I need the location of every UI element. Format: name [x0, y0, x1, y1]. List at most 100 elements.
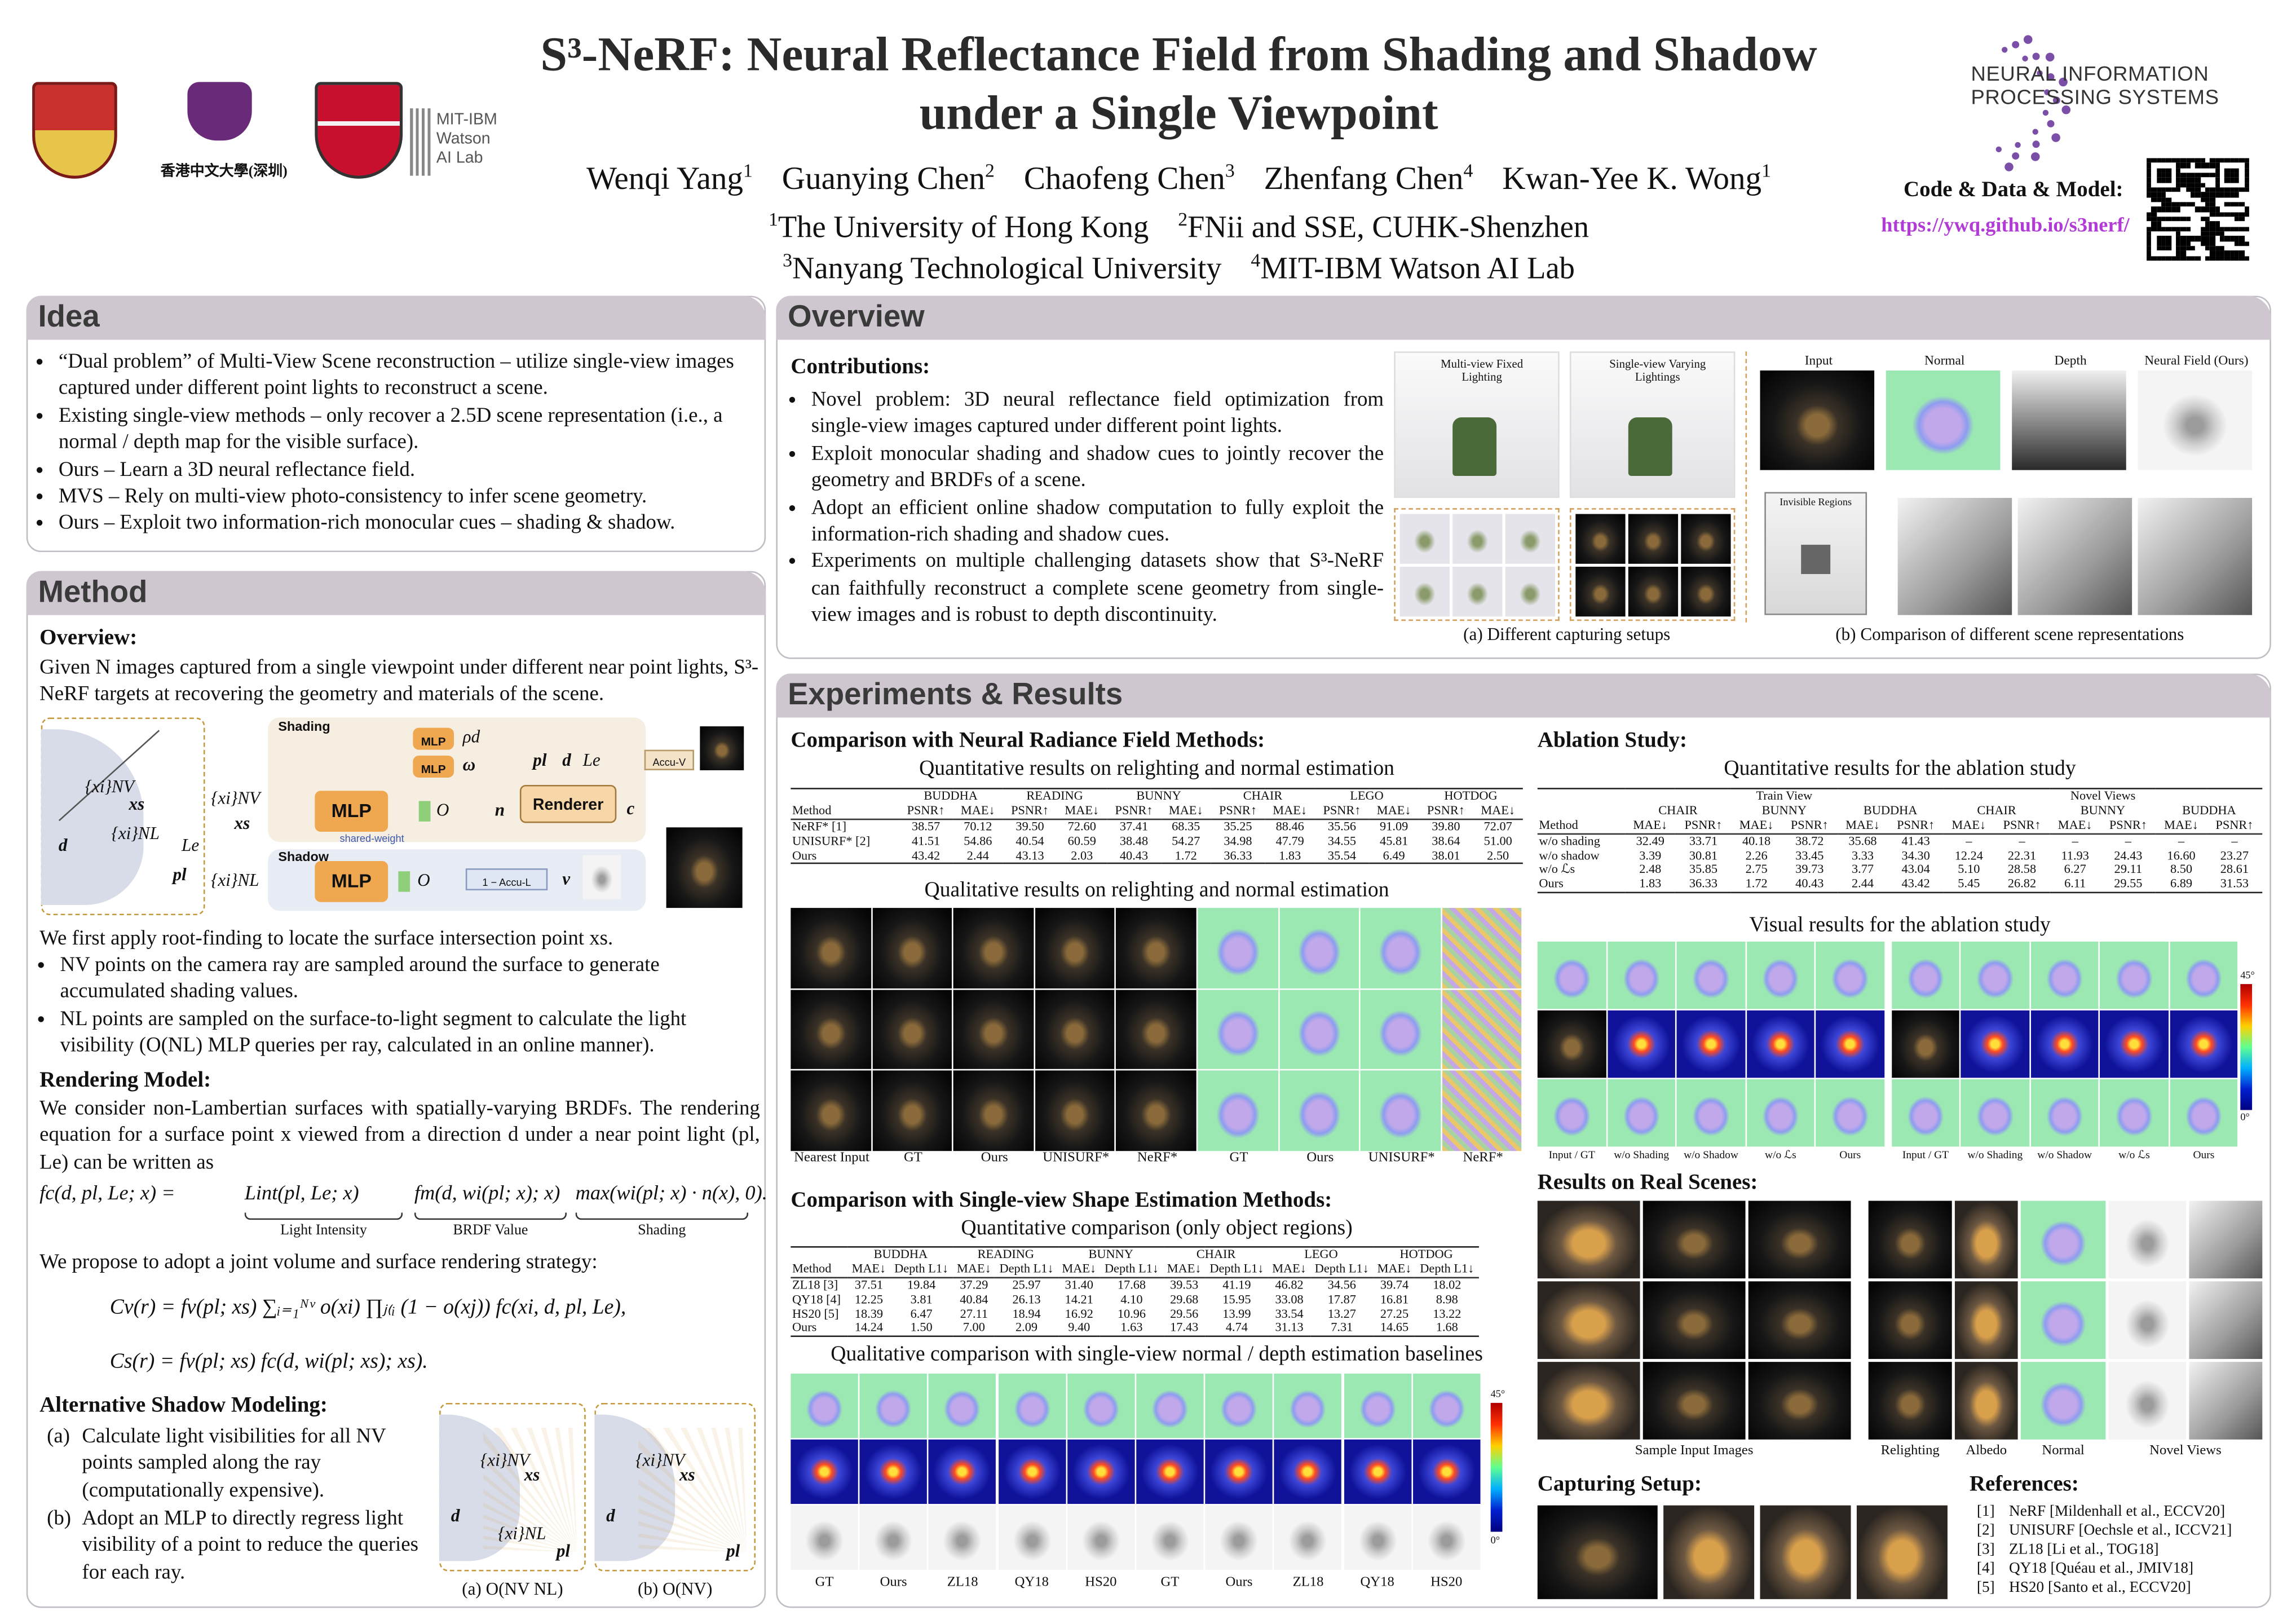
table-cell: 45.81 [1380, 832, 1408, 848]
table-cell: 11.93 [2061, 847, 2089, 862]
image [1537, 1362, 1640, 1440]
qr-module [2175, 163, 2181, 168]
qr-module [2147, 173, 2152, 178]
table-cell: 39.73 [1795, 861, 1824, 876]
qr-module [2215, 192, 2220, 197]
table-cell: 29.56 [1170, 1305, 1199, 1321]
qr-module [2224, 158, 2230, 164]
qr-module [2161, 187, 2166, 193]
bullet-item: NL points are sampled on the surface-to-… [60, 1006, 757, 1060]
reference-tag: [4] [1976, 1561, 1995, 1577]
paragraph: We consider non-Lambertian surfaces with… [39, 1097, 760, 1175]
image [2020, 1281, 2106, 1359]
table-cell: 2.48 [1639, 861, 1662, 876]
image [1343, 1439, 1411, 1504]
qr-module [2210, 241, 2215, 246]
subheading: Ablation Study: [1537, 729, 1687, 753]
image-label: w/o Shading [1614, 1148, 1670, 1162]
qr-module [2175, 173, 2181, 178]
qr-module [2185, 226, 2191, 232]
table-wrap: Train View Novel Views CHAIR BUNNY BUDDHA CHA… [1537, 788, 2263, 894]
table-cell: 38.48 [1119, 832, 1149, 848]
image [2020, 1362, 2106, 1440]
qr-module [2156, 192, 2162, 197]
table-cell: 19.84 [907, 1276, 936, 1291]
table-cell: MAE↓ [1057, 802, 1107, 820]
image [1642, 1281, 1746, 1359]
panel-header [776, 673, 2271, 718]
image [1607, 941, 1675, 1009]
qr-module [2156, 217, 2162, 222]
qr-module [2205, 255, 2210, 261]
table-cell: 41.43 [1901, 832, 1930, 848]
qr-module [2185, 255, 2191, 261]
qr-module [2190, 187, 2196, 193]
image [1442, 908, 1522, 988]
table-row: Method MAE↓ PSNR↑ MAE↓ PSNR↑ MAE↓ PSNR↑ MAE↓ PSN… [1537, 817, 2263, 835]
qr-module [2195, 192, 2201, 197]
table-cell [1537, 788, 1625, 804]
qr-module [2210, 187, 2215, 193]
image [1760, 370, 1875, 470]
table-cell: 29.11 [2114, 861, 2143, 876]
table-row: ZL18 [3] 37.51 19.84 37.29 25.97 31.40 17.68 39… [791, 1277, 1479, 1292]
qr-module [2151, 187, 2157, 193]
subheading: References: [1969, 1473, 2079, 1497]
table-wrap: BUDDHA READING BUNNY CHAIR LEGO HOTDOG Method P… [791, 788, 1523, 865]
image [1399, 567, 1450, 617]
qr-module [2180, 226, 2186, 232]
image [1452, 567, 1503, 617]
image-label: Albedo [1966, 1444, 2007, 1459]
affiliation-number: 1 [768, 208, 778, 230]
image [1676, 941, 1745, 1009]
table-cell: 33.08 [1275, 1291, 1304, 1306]
image-label: UNISURF* [1368, 1151, 1435, 1166]
table-cell: ZL18 [3] [792, 1276, 838, 1291]
figure-caption: (a) O(NV NL) [462, 1578, 563, 1599]
qr-module [2161, 192, 2166, 197]
qr-module [2244, 241, 2249, 246]
neurips-dot [2061, 106, 2070, 115]
table-cell: 34.55 [1327, 832, 1357, 848]
table-cell: 2.09 [995, 1320, 1059, 1338]
qr-module [2210, 250, 2215, 256]
image-label: HS20 [1085, 1576, 1117, 1591]
qr-module [2244, 255, 2249, 261]
diagram-label: c [626, 798, 635, 819]
image-label: Ours [1839, 1148, 1861, 1162]
table-row: Method MAE↓ Depth L1↓ MAE↓ Depth L1↓ MAE↓ Dept… [791, 1261, 1479, 1278]
image [1205, 1439, 1273, 1504]
reference-tag: [5] [1976, 1580, 1995, 1596]
image [1361, 908, 1441, 988]
qr-module [2205, 241, 2210, 246]
diagram-label: xs [524, 1464, 540, 1485]
qr-module [2215, 221, 2220, 227]
table-row: NeRF* [1] 38.57 70.12 39.50 72.60 37.41 68.35 3… [791, 818, 1522, 834]
image [872, 989, 952, 1069]
qr-module [2180, 246, 2186, 251]
image [1343, 1373, 1411, 1438]
table-cell: 1.50 [889, 1320, 953, 1338]
mlp-block: MLP [413, 727, 454, 750]
light-rays [483, 1428, 577, 1552]
table-row: Ours 1.83 36.33 1.72 40.43 2.44 43.42 5.45 26.82… [1537, 876, 2263, 894]
neurips-dot [2042, 111, 2048, 117]
qr-module [2205, 231, 2210, 236]
qr-module [2200, 236, 2206, 241]
table-cell: BUNNY [1058, 1246, 1164, 1263]
qr-module [2215, 211, 2220, 217]
equation-part: fc(d, pl, Le; x) = [39, 1183, 175, 1206]
diagram-label: d [606, 1505, 615, 1526]
table-cell: Depth L1↓ [1310, 1261, 1374, 1278]
table-cell: 39.53 [1170, 1276, 1199, 1291]
qr-module [2171, 206, 2176, 212]
table-cell: Ours [791, 1320, 849, 1338]
neurips-dot [2021, 55, 2028, 61]
table-cell: 40.43 [1782, 876, 1838, 894]
qr-module [2195, 187, 2201, 193]
qr-module [2161, 246, 2166, 251]
table-cell: 40.54 [1015, 832, 1044, 848]
qr-module [2210, 246, 2215, 251]
figure-caption: (a) Different capturing setups [1463, 624, 1671, 645]
affiliation-number: 3 [783, 249, 792, 271]
